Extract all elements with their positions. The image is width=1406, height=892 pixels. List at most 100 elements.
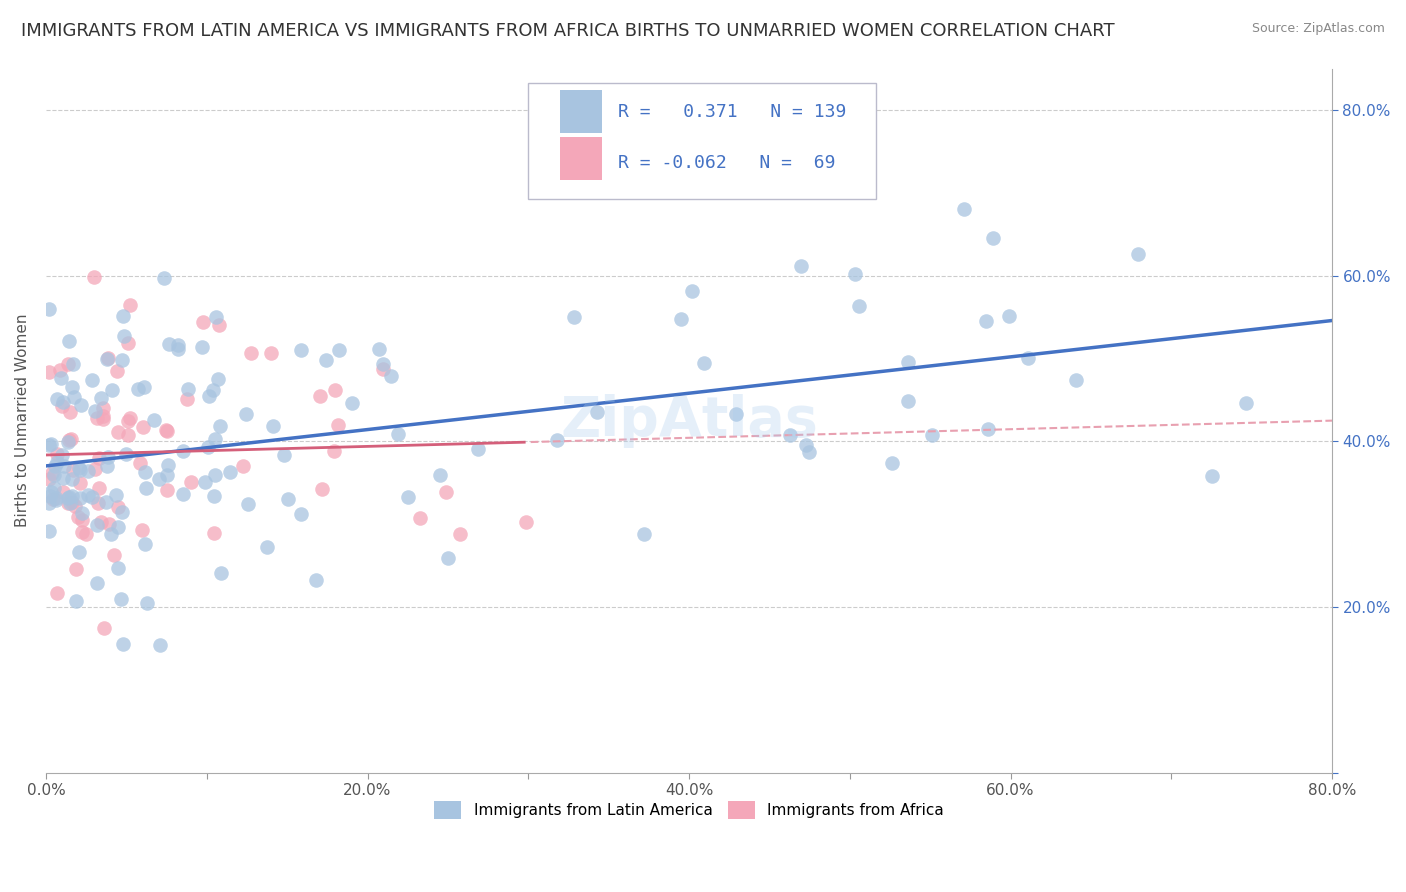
Point — [41, 466, 63, 480]
Text: R = -0.062   N =  69: R = -0.062 N = 69 — [619, 154, 835, 172]
Point — [204, 432, 226, 446]
Point — [974, 314, 997, 328]
Point — [89, 481, 111, 495]
Point — [340, 396, 363, 410]
Point — [42, 491, 65, 506]
Point — [60, 489, 83, 503]
Point — [87, 496, 110, 510]
Point — [105, 488, 128, 502]
Point — [239, 346, 262, 360]
Point — [380, 369, 402, 384]
Point — [107, 500, 129, 514]
Point — [693, 356, 716, 370]
Point — [45, 491, 67, 506]
Point — [156, 425, 179, 439]
Point — [39, 485, 62, 500]
Point — [848, 299, 870, 313]
Point — [39, 437, 62, 451]
Point — [311, 482, 333, 496]
Point — [49, 371, 72, 385]
Point — [467, 442, 489, 457]
Point — [75, 527, 97, 541]
Legend: Immigrants from Latin America, Immigrants from Africa: Immigrants from Latin America, Immigrant… — [427, 795, 950, 825]
Point — [277, 492, 299, 507]
Point — [135, 481, 157, 495]
Point — [897, 393, 920, 408]
Point — [58, 490, 80, 504]
Point — [194, 475, 217, 489]
Point — [128, 456, 150, 470]
Point — [134, 465, 156, 479]
Point — [69, 475, 91, 490]
Point — [91, 412, 114, 426]
Point — [191, 315, 214, 329]
Point — [156, 467, 179, 482]
Point — [172, 487, 194, 501]
Point — [290, 507, 312, 521]
Text: IMMIGRANTS FROM LATIN AMERICA VS IMMIGRANTS FROM AFRICA BIRTHS TO UNMARRIED WOME: IMMIGRANTS FROM LATIN AMERICA VS IMMIGRA… — [21, 22, 1115, 40]
Point — [93, 621, 115, 635]
Point — [799, 444, 821, 458]
Point — [59, 405, 82, 419]
Point — [100, 383, 122, 397]
Point — [273, 449, 295, 463]
Point — [328, 418, 350, 433]
Point — [1064, 373, 1087, 387]
Point — [112, 328, 135, 343]
Point — [62, 357, 84, 371]
Point — [39, 489, 62, 503]
Point — [60, 495, 83, 509]
Point — [325, 383, 347, 397]
Point — [56, 357, 79, 371]
Point — [86, 576, 108, 591]
Point — [305, 573, 328, 587]
Point — [49, 363, 72, 377]
Point — [449, 527, 471, 541]
Point — [135, 596, 157, 610]
Point — [209, 566, 232, 581]
Point — [779, 428, 801, 442]
Point — [953, 202, 976, 216]
Point — [231, 459, 253, 474]
Point — [65, 562, 87, 576]
Point — [83, 404, 105, 418]
Point — [107, 425, 129, 440]
Point — [58, 434, 80, 448]
Point — [83, 462, 105, 476]
Point — [1128, 246, 1150, 260]
Point — [67, 545, 90, 559]
Point — [56, 491, 79, 505]
Point — [111, 353, 134, 368]
Point — [367, 342, 389, 356]
Point — [70, 513, 93, 527]
Point — [157, 337, 180, 351]
Point — [96, 495, 118, 509]
Point — [103, 548, 125, 562]
Point — [131, 523, 153, 537]
Point — [97, 351, 120, 366]
Point — [70, 506, 93, 520]
Point — [197, 440, 219, 454]
Point — [564, 310, 586, 324]
Point — [127, 382, 149, 396]
Point — [156, 483, 179, 498]
Point — [56, 496, 79, 510]
Point — [45, 392, 67, 406]
Text: Source: ZipAtlas.com: Source: ZipAtlas.com — [1251, 22, 1385, 36]
Point — [134, 537, 156, 551]
Point — [396, 490, 419, 504]
Point — [52, 471, 75, 485]
Point — [38, 302, 60, 317]
Point — [546, 433, 568, 447]
Point — [437, 550, 460, 565]
Point — [65, 594, 87, 608]
Point — [83, 269, 105, 284]
Point — [633, 526, 655, 541]
Point — [69, 491, 91, 506]
Point — [69, 463, 91, 477]
Point — [59, 433, 82, 447]
Point — [387, 427, 409, 442]
Bar — [561, 90, 602, 133]
Point — [112, 637, 135, 651]
Point — [725, 407, 748, 421]
